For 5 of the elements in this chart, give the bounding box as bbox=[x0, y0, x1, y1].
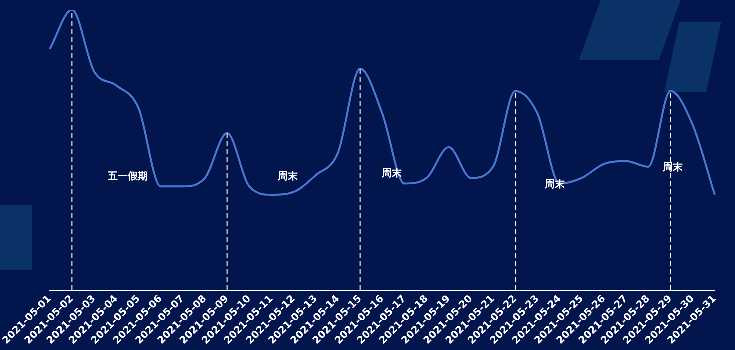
annotation: 周末 bbox=[381, 168, 403, 180]
annotation: 周末 bbox=[277, 170, 299, 183]
annotation: 周末 bbox=[662, 162, 684, 174]
annotation: 五一假期 bbox=[107, 170, 148, 183]
annotation: 周末 bbox=[544, 178, 566, 191]
